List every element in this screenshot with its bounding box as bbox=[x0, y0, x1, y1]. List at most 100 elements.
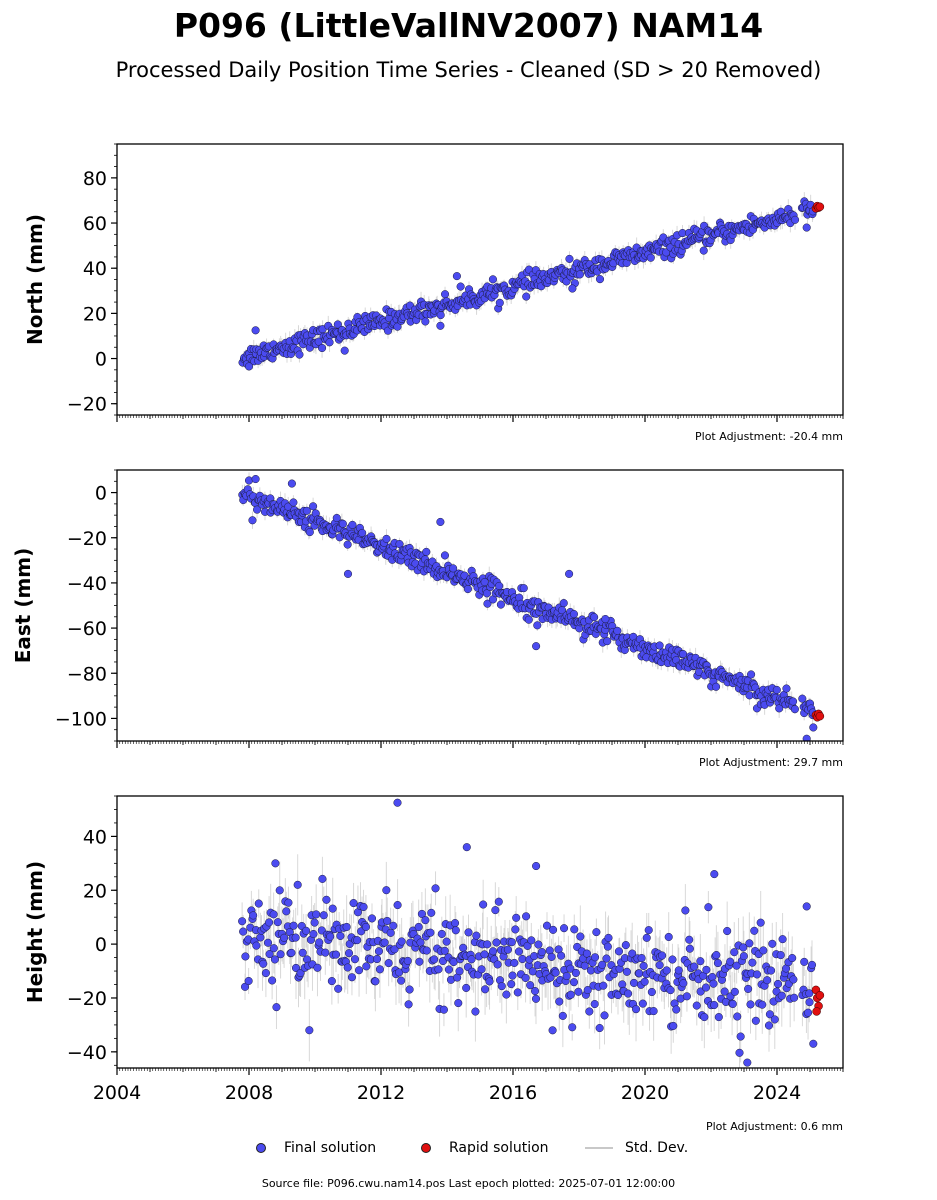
final-solution-point bbox=[321, 948, 330, 957]
x-tick-label: 2008 bbox=[225, 1082, 273, 1104]
final-solution-point bbox=[621, 941, 630, 950]
final-solution-point bbox=[449, 564, 458, 573]
final-solution-point bbox=[507, 980, 516, 989]
rapid-solution-point bbox=[815, 991, 825, 1000]
final-solution-point bbox=[291, 963, 301, 972]
final-solution-point bbox=[313, 963, 322, 972]
final-solution-point bbox=[471, 1007, 480, 1016]
final-solution-point bbox=[430, 955, 439, 964]
final-solution-point bbox=[809, 723, 818, 732]
final-solution-point bbox=[768, 939, 777, 948]
final-solution-point bbox=[565, 569, 574, 578]
final-solution-point bbox=[493, 960, 502, 969]
final-solution-point bbox=[302, 506, 311, 515]
final-solution-point bbox=[555, 997, 564, 1006]
final-solution-point bbox=[658, 951, 667, 960]
final-solution-point bbox=[343, 540, 352, 549]
final-solution-point bbox=[602, 954, 611, 963]
final-solution-point bbox=[745, 939, 754, 948]
final-solution-point bbox=[649, 1007, 658, 1016]
final-solution-point bbox=[790, 215, 800, 224]
final-solution-point bbox=[613, 990, 623, 1000]
final-solution-point bbox=[287, 479, 296, 488]
final-solution-point bbox=[582, 949, 591, 958]
rapid-solution-marker-icon bbox=[421, 1143, 431, 1153]
final-solution-point bbox=[302, 926, 311, 935]
final-solution-point bbox=[482, 589, 492, 598]
final-solution-point bbox=[389, 921, 398, 930]
final-solution-point bbox=[241, 952, 250, 961]
final-solution-point bbox=[239, 927, 248, 936]
final-solution-point bbox=[790, 705, 799, 714]
final-solution-point bbox=[802, 902, 811, 911]
final-solution-point bbox=[613, 626, 622, 635]
final-solution-point bbox=[327, 977, 336, 986]
final-solution-point bbox=[269, 944, 278, 953]
final-solution-point bbox=[280, 933, 289, 942]
legend-item-rapid: Rapid solution bbox=[421, 1138, 549, 1158]
final-solution-point bbox=[585, 1007, 594, 1016]
y-tick-label: −20 bbox=[67, 528, 107, 550]
final-solution-point bbox=[416, 938, 425, 947]
final-solution-point bbox=[338, 519, 347, 528]
final-solution-point bbox=[751, 1016, 760, 1025]
final-solution-point bbox=[415, 957, 424, 966]
final-solution-point bbox=[531, 994, 541, 1003]
final-solution-point bbox=[507, 938, 516, 947]
final-solution-point bbox=[532, 861, 541, 871]
chart-subtitle: Processed Daily Position Time Series - C… bbox=[115, 58, 822, 82]
final-solution-point bbox=[696, 957, 705, 966]
final-solution-point bbox=[524, 615, 533, 624]
final-solution-point bbox=[557, 951, 566, 960]
final-solution-point bbox=[276, 950, 285, 959]
final-solution-marker-icon bbox=[256, 1143, 266, 1153]
final-solution-point bbox=[244, 476, 254, 485]
final-solution-point bbox=[685, 944, 694, 953]
final-solution-point bbox=[639, 961, 648, 970]
final-solution-point bbox=[704, 903, 713, 912]
final-solution-point bbox=[319, 911, 328, 920]
final-solution-point bbox=[384, 959, 393, 968]
x-tick-label: 2016 bbox=[489, 1082, 537, 1104]
final-solution-point bbox=[310, 918, 319, 927]
final-solution-point bbox=[349, 899, 358, 908]
legend-item-final: Final solution bbox=[256, 1138, 376, 1158]
final-solution-point bbox=[361, 922, 370, 931]
x-tick-label: 2004 bbox=[93, 1082, 141, 1104]
final-solution-point bbox=[789, 975, 798, 984]
final-solution-point bbox=[455, 967, 464, 976]
std-dev-line-icon bbox=[585, 1147, 613, 1149]
rapid-solution-point bbox=[815, 711, 825, 721]
final-solution-point bbox=[503, 945, 512, 954]
final-solution-point bbox=[559, 599, 568, 608]
final-solution-point bbox=[318, 874, 327, 883]
final-solution-point bbox=[566, 964, 575, 973]
final-solution-point bbox=[293, 880, 302, 889]
final-solution-point bbox=[702, 965, 711, 974]
final-solution-point bbox=[778, 935, 787, 944]
final-solution-point bbox=[583, 986, 592, 995]
final-solution-point bbox=[681, 906, 690, 915]
y-tick-label: −80 bbox=[67, 663, 107, 685]
panel-0-data bbox=[238, 192, 825, 371]
final-solution-point bbox=[332, 513, 341, 523]
final-solution-point bbox=[746, 1000, 755, 1009]
final-solution-point bbox=[802, 734, 811, 741]
y-tick-label: 40 bbox=[83, 258, 107, 280]
final-solution-point bbox=[712, 950, 721, 960]
final-solution-point bbox=[397, 976, 406, 985]
final-solution-point bbox=[291, 933, 300, 942]
final-solution-point bbox=[295, 350, 304, 359]
final-solution-point bbox=[672, 1005, 681, 1014]
panel-0: −20 0 20 40 60 80 North (mm) Plot Adjustment: -… bbox=[23, 143, 844, 443]
final-solution-point bbox=[405, 985, 414, 994]
final-solution-point bbox=[655, 641, 664, 650]
plot-adjustment-note: Plot Adjustment: -20.4 mm bbox=[695, 430, 843, 443]
final-solution-point bbox=[358, 528, 367, 537]
final-solution-point bbox=[344, 949, 354, 958]
final-solution-point bbox=[764, 1021, 774, 1030]
final-solution-point bbox=[485, 977, 494, 986]
final-solution-point bbox=[549, 925, 558, 934]
final-solution-point bbox=[730, 948, 739, 957]
final-solution-point bbox=[451, 926, 460, 935]
